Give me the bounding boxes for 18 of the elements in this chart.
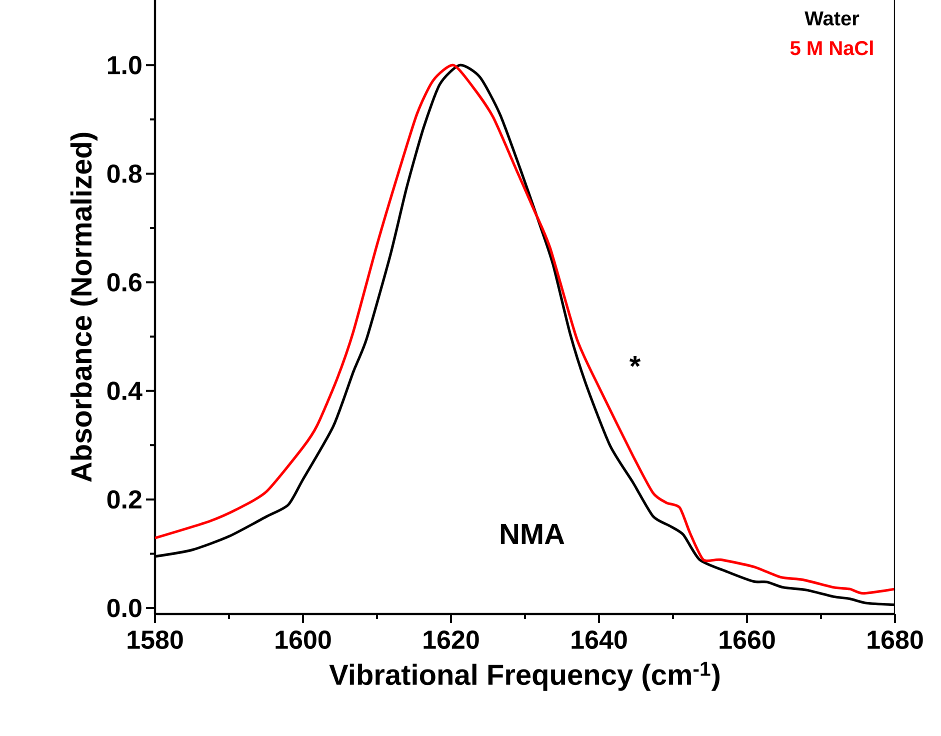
y-tick-label: 0.0 (107, 598, 142, 618)
x-axis-title: Vibrational Frequency (cm$^{-1}$) (329, 662, 720, 691)
x-tick-label: 1640 (572, 630, 627, 649)
y-tick-label: 0.6 (107, 273, 142, 292)
y-axis-title: Absorbance (Normalized) (70, 132, 98, 482)
x-tick-label: 1600 (276, 630, 331, 649)
y-tick-label: 0.2 (107, 490, 142, 509)
x-tick-label: 1620 (424, 630, 479, 649)
text: 5 M NaCl (790, 40, 873, 56)
x-tick-label: 1680 (868, 630, 923, 649)
text: Water (804, 12, 860, 26)
y-tick-label: 1.0 (108, 56, 142, 74)
annotation: * (629, 356, 641, 367)
y-tick-label: 0.8 (107, 164, 142, 183)
y-tick-label: 0.4 (107, 382, 142, 400)
x-tick-label: 1580 (128, 630, 183, 649)
x-tick-label: 1660 (720, 630, 775, 649)
annotation: NMA (500, 524, 564, 544)
